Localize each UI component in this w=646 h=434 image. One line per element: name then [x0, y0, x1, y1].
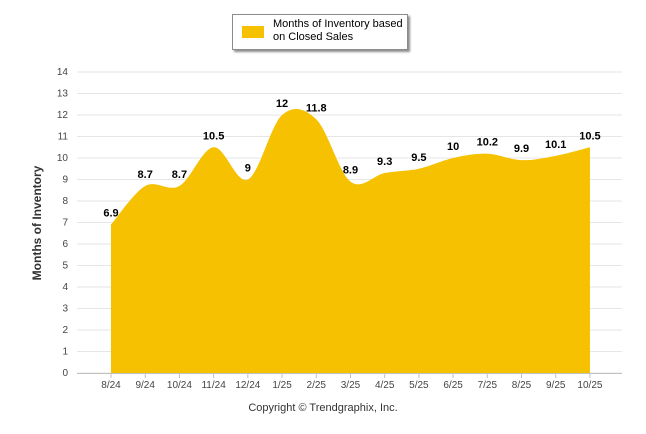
y-tick-label: 8 — [62, 196, 68, 207]
x-tick-label: 10/25 — [577, 380, 602, 391]
legend-label-line1: Months of Inventory based — [273, 18, 403, 30]
y-tick-label: 10 — [57, 153, 69, 164]
data-label: 9.9 — [514, 143, 529, 155]
data-label: 10.5 — [579, 130, 600, 142]
x-tick-label: 9/24 — [135, 380, 155, 391]
data-label: 8.7 — [138, 169, 153, 181]
legend-label-line2: on Closed Sales — [273, 31, 354, 43]
data-label: 10.1 — [545, 139, 566, 151]
x-tick-label: 3/25 — [341, 380, 361, 391]
y-tick-label: 7 — [62, 218, 68, 229]
y-tick-label: 3 — [62, 304, 68, 315]
series-area — [111, 108, 590, 374]
data-label: 8.9 — [343, 165, 358, 177]
x-tick-label: 4/25 — [375, 380, 395, 391]
data-label: 10.5 — [203, 130, 224, 142]
y-tick-label: 11 — [58, 132, 69, 143]
data-label: 8.7 — [172, 169, 187, 181]
y-tick-label: 6 — [62, 239, 68, 250]
x-tick-label: 6/25 — [443, 380, 463, 391]
legend-label: Months of Inventory based on Closed Sale… — [273, 18, 405, 44]
y-tick-label: 1 — [62, 347, 68, 358]
x-tick-label: 5/25 — [409, 380, 429, 391]
legend[interactable]: Months of Inventory based on Closed Sale… — [232, 14, 408, 50]
data-label: 10.2 — [477, 137, 498, 149]
x-tick-label: 2/25 — [307, 380, 327, 391]
y-tick-label: 13 — [57, 89, 69, 100]
x-tick-label: 1/25 — [272, 380, 292, 391]
y-tick-label: 12 — [57, 110, 69, 121]
y-tick-label: 9 — [62, 175, 68, 186]
y-tick-label: 4 — [62, 282, 68, 293]
data-label: 9 — [245, 163, 251, 175]
y-tick-label: 5 — [62, 261, 68, 272]
data-label: 9.5 — [411, 152, 426, 164]
area-layer — [111, 108, 590, 374]
x-tick-label: 7/25 — [478, 380, 498, 391]
x-tick-label: 12/24 — [235, 380, 260, 391]
copyright-text: Copyright © Trendgraphix, Inc. — [248, 402, 398, 414]
y-tick-label: 0 — [62, 368, 68, 379]
data-label: 6.9 — [103, 208, 118, 220]
y-axis-title: Months of Inventory — [30, 165, 44, 280]
x-tick-label: 8/25 — [512, 380, 532, 391]
y-tick-label: 14 — [57, 67, 69, 78]
x-tick-label: 9/25 — [546, 380, 566, 391]
x-tick-label: 11/24 — [201, 380, 226, 391]
legend-swatch — [242, 26, 264, 38]
data-label: 11.8 — [306, 102, 327, 114]
data-label: 10 — [447, 141, 459, 153]
data-label-layer: 6.9 8.7 8.7 10.5 9 12 11.8 8.9 9.3 9.5 10 10.2 9.9 10… — [103, 98, 600, 220]
y-tick-label: 2 — [62, 325, 68, 336]
data-label: 12 — [276, 98, 288, 110]
x-tick-label: 10/24 — [167, 380, 192, 391]
x-tick-label: 8/24 — [101, 380, 121, 391]
data-label: 9.3 — [377, 156, 392, 168]
